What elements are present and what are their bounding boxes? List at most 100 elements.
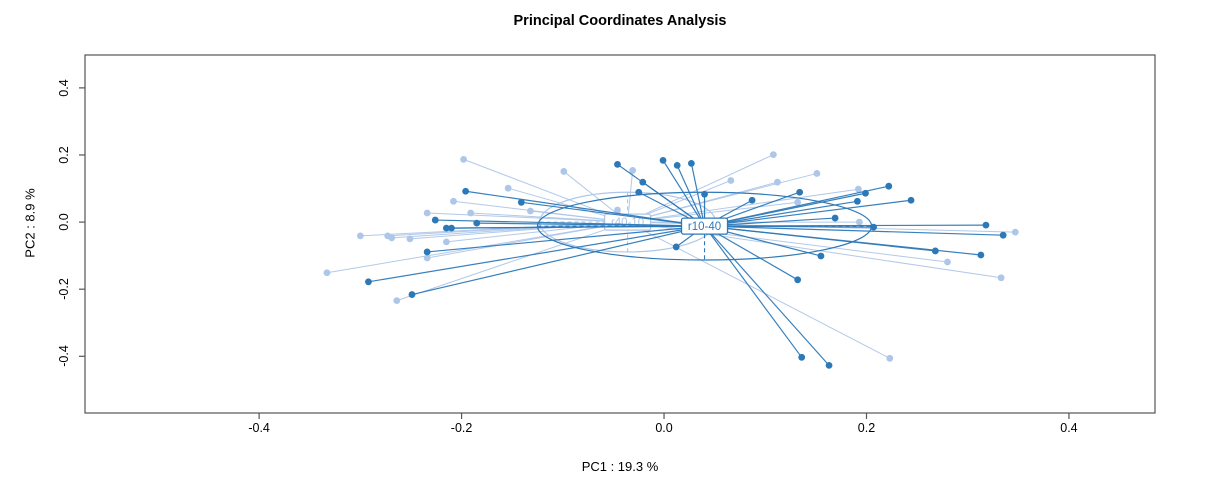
data-point	[460, 155, 467, 163]
spider-line	[627, 221, 891, 359]
data-point	[853, 197, 861, 205]
x-tick-label: 0.4	[1060, 421, 1078, 435]
data-point	[560, 168, 568, 175]
data-point	[323, 269, 331, 277]
data-point	[423, 254, 431, 262]
spider-line	[704, 225, 803, 358]
data-point	[406, 235, 414, 243]
data-point	[527, 207, 534, 215]
data-point	[442, 238, 450, 246]
data-point	[659, 156, 667, 164]
y-tick-label: -0.4	[57, 345, 71, 368]
data-point	[982, 221, 990, 229]
spider-line	[465, 190, 705, 227]
plot-frame	[84, 54, 1156, 414]
data-point	[393, 297, 401, 305]
data-point	[885, 182, 893, 190]
data-point	[813, 170, 821, 177]
data-point	[817, 252, 825, 260]
data-point	[798, 353, 806, 361]
data-point	[796, 188, 804, 196]
data-point	[977, 251, 985, 259]
data-point	[356, 232, 364, 240]
spider-line	[704, 192, 866, 227]
x-tick-label: 0.2	[857, 421, 876, 435]
spider-line	[427, 225, 705, 253]
data-point	[635, 188, 643, 196]
spider-line	[704, 225, 1004, 236]
spider-line	[368, 225, 705, 283]
data-point	[450, 197, 457, 205]
data-point	[701, 190, 708, 198]
data-point	[388, 234, 396, 242]
data-point	[997, 274, 1005, 282]
data-point	[672, 243, 680, 251]
data-point	[774, 178, 781, 186]
data-point	[614, 160, 621, 168]
data-point	[629, 167, 637, 174]
data-point	[687, 159, 695, 167]
data-point	[769, 151, 777, 159]
data-point	[473, 219, 481, 227]
data-point	[462, 187, 470, 195]
data-point	[931, 247, 939, 255]
spider-line	[704, 200, 858, 227]
x-tick-label: -0.4	[248, 421, 270, 435]
spider-line	[627, 181, 778, 223]
spider-line	[451, 225, 705, 229]
spider-line	[521, 201, 705, 227]
spider-line	[411, 225, 705, 296]
data-point	[442, 224, 450, 232]
data-point	[614, 206, 621, 214]
data-point	[907, 196, 915, 204]
spider-line	[463, 158, 628, 223]
data-point	[423, 248, 431, 256]
data-point	[794, 276, 802, 284]
spider-line	[627, 154, 774, 223]
data-point	[408, 291, 416, 298]
data-point	[727, 177, 735, 184]
data-point	[673, 161, 681, 169]
y-tick-label: 0.4	[57, 79, 71, 97]
spider-line	[690, 163, 706, 227]
data-point	[856, 218, 863, 226]
data-point	[886, 354, 894, 362]
x-tick-label: 0.0	[655, 421, 673, 435]
data-point	[794, 198, 802, 206]
data-point	[423, 209, 431, 217]
spider-line	[470, 212, 628, 223]
data-point	[1011, 228, 1019, 236]
data-point	[467, 209, 475, 217]
data-point	[365, 278, 372, 286]
y-tick-label: 0.0	[57, 213, 71, 231]
data-point	[504, 184, 512, 192]
y-axis-label: PC2 : 8.9 %	[22, 188, 38, 258]
spider-line	[704, 225, 830, 366]
x-axis-label: PC1 : 19.3 %	[581, 459, 659, 474]
data-point	[639, 178, 647, 186]
centroid-label: r10-40	[688, 221, 721, 233]
spider-line	[396, 221, 628, 302]
page-title: Principal Coordinates Analysis	[513, 13, 727, 29]
data-point	[999, 231, 1007, 239]
data-point	[825, 361, 833, 369]
data-point	[448, 224, 455, 232]
data-point	[870, 223, 877, 231]
y-tick-label: 0.2	[57, 146, 71, 164]
spider-line	[704, 225, 798, 281]
data-point	[517, 198, 525, 206]
spider-line	[676, 165, 706, 227]
data-point	[831, 214, 839, 222]
data-point	[854, 185, 862, 193]
data-point	[431, 216, 439, 224]
spider-line	[662, 160, 706, 227]
y-tick-label: -0.2	[57, 278, 71, 300]
data-point	[862, 189, 869, 197]
x-tick-label: -0.2	[450, 421, 473, 435]
spider-line	[704, 199, 912, 227]
data-point	[944, 258, 951, 266]
spider-line	[446, 221, 628, 243]
centroid-label-box	[680, 217, 729, 235]
